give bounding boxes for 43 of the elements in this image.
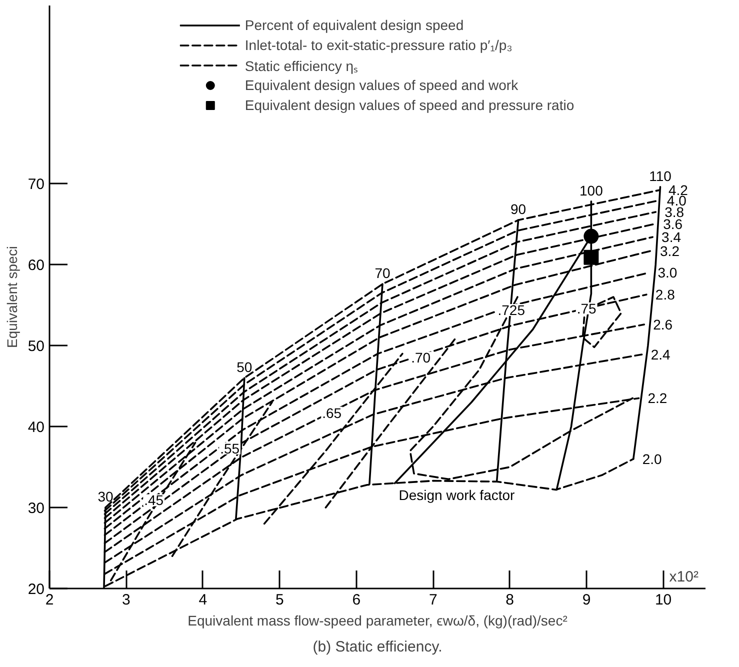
annotation: 2.0 [642, 450, 662, 467]
annotation: .70 [411, 350, 431, 366]
y-tick-label: 30 [28, 500, 45, 518]
legend-label: Equivalent design values of speed and pressure ratio [244, 97, 574, 113]
annotation: .45 [144, 492, 164, 508]
x-tick-label: 4 [198, 592, 208, 608]
x-tick-label: 5 [276, 592, 284, 608]
x-tick-label: 6 [352, 592, 361, 608]
annotation: 70 [374, 265, 390, 282]
x-tick-label: 8 [506, 592, 514, 608]
annotation: 2.6 [653, 316, 673, 333]
y-tick-label: 20 [28, 581, 45, 598]
annotation: .65 [322, 404, 342, 421]
x-tick-label: 3 [122, 592, 130, 608]
annotation: 30 [98, 488, 114, 505]
legend-label: Equivalent design values of speed and work [244, 77, 518, 93]
annotation: .55 [220, 440, 240, 456]
x-axis-title: Equivalent mass flow-speed parameter, ϵwω/δ, (kg)(rad)/sec² [188, 612, 568, 628]
y-axis-title: Equivalent speci [4, 246, 20, 348]
legend-label: Static efficiency ηₛ [244, 56, 358, 74]
annotation: 50 [236, 358, 252, 375]
text: (b) Static efficiency. [312, 638, 442, 656]
annotation: 3.0 [658, 264, 678, 281]
annotation: .725 [498, 302, 526, 318]
legend-label: Inlet-total- to exit-static-pressure ratio p′₁/p₃ [244, 37, 512, 53]
annotation: 2.4 [650, 346, 670, 362]
annotation: Design work factor [398, 487, 516, 504]
annotation: 110 [649, 168, 672, 184]
x-tick-label: 10 [654, 592, 672, 608]
annotation: 2.2 [648, 390, 668, 406]
annotation: 3.2 [660, 242, 680, 259]
x-tick-label: 9 [582, 592, 591, 608]
y-tick-label: 50 [28, 338, 45, 356]
annotation: 2.8 [655, 286, 676, 303]
y-tick-label: 60 [28, 257, 45, 274]
annotation: 100 [580, 182, 604, 198]
x-tick-label: 7 [428, 592, 438, 608]
y-tick-label: 70 [28, 176, 45, 194]
y-tick-label: 40 [28, 419, 45, 436]
annotation: x10² [669, 568, 698, 586]
x-tick-label: 2 [45, 592, 54, 608]
legend-label: Percent of equivalent design speed [244, 17, 464, 33]
annotation: 90 [510, 201, 526, 218]
